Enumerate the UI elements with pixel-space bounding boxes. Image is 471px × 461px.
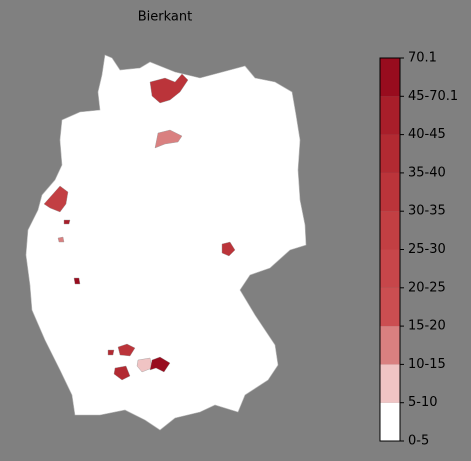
colorbar-segment — [380, 249, 400, 288]
region — [57, 236, 65, 243]
map-title: Bierkant — [138, 10, 192, 25]
colorbar-tick-label: 0-5 — [408, 434, 429, 449]
colorbar-segment — [380, 364, 400, 403]
region — [136, 357, 153, 373]
region — [113, 365, 131, 381]
colorbar-segment — [380, 287, 400, 327]
colorbar-segment — [380, 402, 400, 441]
germany-outline — [25, 54, 307, 431]
region — [149, 356, 171, 373]
colorbar: 0-5 5-10 10-15 15-20 20-25 25-30 30-35 35-40 40-… — [379, 51, 458, 449]
regions — [43, 73, 236, 381]
colorbar-segment — [380, 211, 400, 250]
region — [154, 129, 183, 149]
colorbar-segment — [380, 96, 400, 135]
region — [221, 241, 236, 257]
region — [73, 277, 81, 285]
colorbar-tick-label: 30-35 — [408, 204, 446, 219]
colorbar-tick-label: 45-70.1 — [408, 89, 458, 104]
colorbar-tick-label: 40-45 — [408, 127, 446, 142]
region — [43, 185, 69, 213]
colorbar-segment — [380, 58, 400, 97]
colorbar-tick-label: 20-25 — [408, 280, 446, 295]
region — [107, 349, 115, 356]
colorbar-tick-label: 35-40 — [408, 165, 446, 180]
region — [117, 343, 136, 357]
colorbar-tick-label: 5-10 — [408, 395, 438, 410]
colorbar-tick-label: 15-20 — [408, 319, 446, 334]
region — [149, 73, 189, 104]
region — [63, 219, 71, 225]
colorbar-segment — [380, 326, 400, 365]
colorbar-tick-label: 10-15 — [408, 357, 446, 372]
colorbar-tick-label: 70.1 — [408, 51, 437, 66]
colorbar-segment — [380, 172, 400, 212]
colorbar-segment — [380, 134, 400, 173]
colorbar-tick-label: 25-30 — [408, 242, 446, 257]
